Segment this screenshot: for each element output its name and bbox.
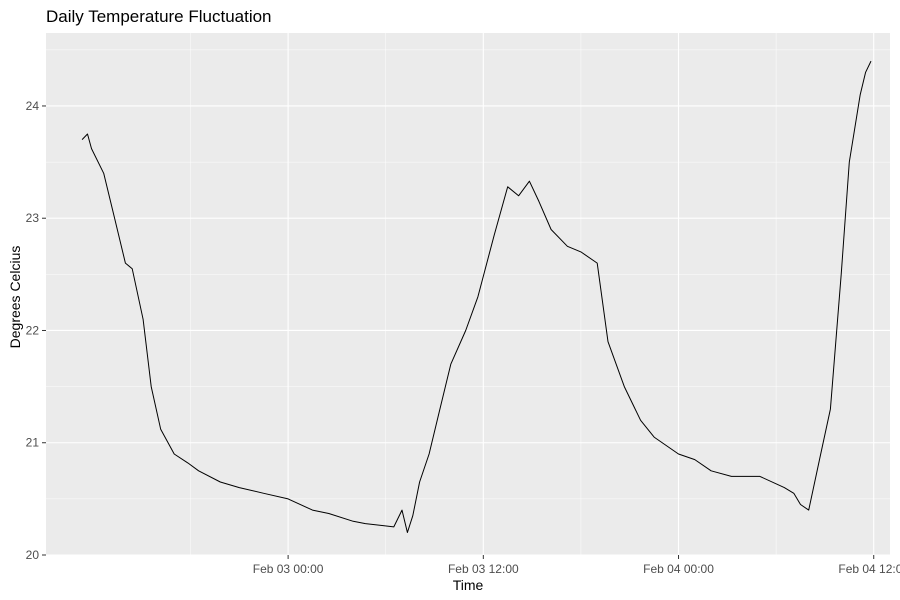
minor-gridlines <box>46 33 890 555</box>
y-axis-title: Degrees Celcius <box>7 246 23 349</box>
temperature-series-line <box>81 60 872 533</box>
chart-title: Daily Temperature Fluctuation <box>46 7 272 26</box>
x-tick-label: Feb 04 00:00 <box>643 562 714 576</box>
x-tick-label: Feb 03 12:00 <box>448 562 519 576</box>
axis-ticks: 20 21 22 23 24 Feb 03 00:00 Feb 03 12:00 Feb 04… <box>26 99 900 576</box>
x-axis-title: Time <box>453 577 484 593</box>
x-tick-label: Feb 03 00:00 <box>253 562 324 576</box>
series-layer <box>81 60 872 533</box>
major-gridlines <box>46 33 890 556</box>
y-tick-label: 22 <box>26 323 40 337</box>
y-tick-label: 23 <box>26 211 40 225</box>
y-tick-label: 20 <box>26 548 40 562</box>
y-tick-label: 21 <box>26 436 40 450</box>
x-tick-label: Feb 04 12:00 <box>838 562 900 576</box>
y-tick-label: 24 <box>26 99 40 113</box>
plot-panel <box>46 33 890 555</box>
